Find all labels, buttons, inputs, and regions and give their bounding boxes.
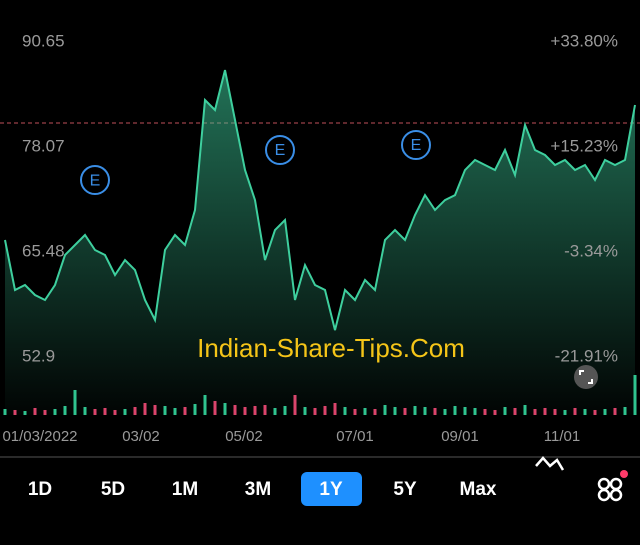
y-tick-label: 90.65 bbox=[22, 32, 65, 51]
x-tick-label: 07/01 bbox=[336, 428, 374, 445]
x-tick-label: 09/01 bbox=[441, 428, 479, 445]
range-button[interactable]: 5Y bbox=[393, 479, 417, 500]
price-line bbox=[4, 69, 636, 331]
range-button[interactable]: 3M bbox=[245, 479, 271, 500]
earnings-marker[interactable] bbox=[401, 129, 431, 160]
y2-tick-label: +15.23% bbox=[550, 136, 618, 155]
chart-type-icon[interactable] bbox=[535, 456, 565, 471]
earnings-label: E bbox=[90, 172, 101, 189]
x-tick-label: 11/01 bbox=[544, 428, 580, 445]
earnings-label: E bbox=[275, 142, 286, 159]
x-tick-label: 05/02 bbox=[225, 428, 263, 445]
fullscreen-button[interactable] bbox=[574, 365, 598, 389]
y-tick-label: 52.9 bbox=[22, 346, 55, 365]
watermark: Indian-Share-Tips.Com bbox=[197, 333, 465, 363]
x-tick-label: 01/03/2022 bbox=[2, 428, 77, 445]
range-selected bbox=[301, 472, 362, 506]
range-button[interactable]: 1D bbox=[28, 479, 52, 500]
range-button[interactable]: 5D bbox=[101, 479, 125, 500]
price-area bbox=[5, 70, 635, 415]
y-tick-label: 78.07 bbox=[22, 136, 65, 155]
indicators-icon[interactable] bbox=[597, 477, 623, 502]
earnings-label: E bbox=[411, 137, 422, 154]
notification-dot bbox=[620, 470, 628, 478]
y2-tick-label: -3.34% bbox=[564, 241, 618, 260]
range-button[interactable]: 1M bbox=[172, 479, 198, 500]
y2-tick-label: +33.80% bbox=[550, 32, 618, 51]
earnings-marker[interactable] bbox=[265, 135, 295, 166]
range-button[interactable]: 1Y bbox=[319, 479, 343, 500]
range-button[interactable]: Max bbox=[460, 479, 497, 500]
y-tick-label: 65.48 bbox=[22, 242, 65, 261]
y2-tick-label: -21.91% bbox=[555, 346, 618, 365]
x-tick-label: 03/02 bbox=[122, 428, 160, 445]
earnings-marker[interactable] bbox=[80, 165, 110, 196]
